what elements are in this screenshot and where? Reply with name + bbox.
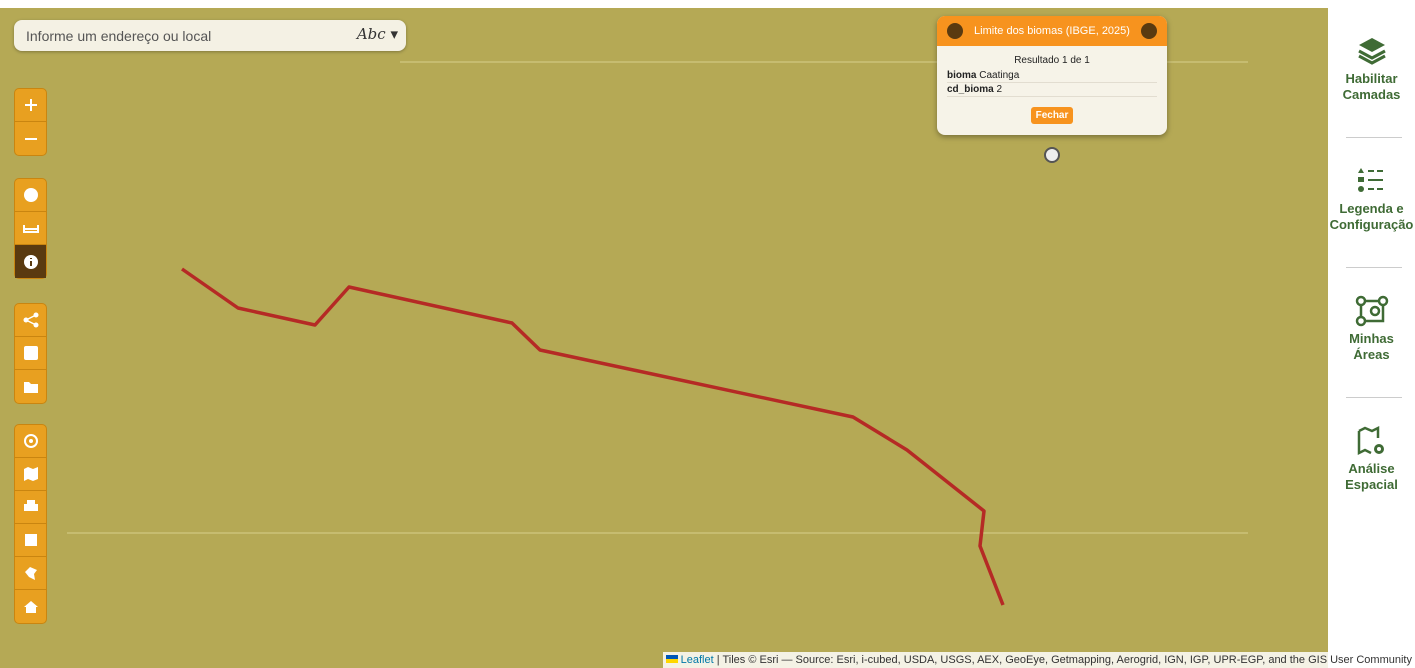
locate[interactable] bbox=[15, 425, 46, 458]
sidebar-label: Legenda e bbox=[1328, 201, 1415, 217]
print[interactable] bbox=[15, 491, 46, 524]
search-mode[interactable]: Abc ▾ bbox=[357, 25, 398, 43]
icon bbox=[23, 599, 39, 615]
marker[interactable] bbox=[1045, 148, 1059, 162]
sidebar-label: Áreas bbox=[1328, 347, 1415, 363]
field-value: 2 bbox=[996, 84, 1002, 95]
icon bbox=[23, 379, 39, 395]
sidebar-label: Espacial bbox=[1328, 477, 1415, 493]
basemap[interactable] bbox=[15, 179, 46, 212]
tool-group bbox=[14, 178, 47, 279]
popup-result: Resultado 1 de 1 bbox=[937, 55, 1167, 66]
page: Mapa {"search":{"placeholder":"Informe u… bbox=[0, 0, 1415, 668]
app: Informe um endereço ou local Abc ▾ Limite… bbox=[0, 0, 1415, 668]
help[interactable] bbox=[15, 524, 46, 557]
field-row: cd_bioma 2 bbox=[947, 83, 1157, 97]
sidebar-label: Análise bbox=[1328, 461, 1415, 477]
biome-boundary[interactable] bbox=[182, 269, 1003, 605]
icon bbox=[24, 132, 38, 146]
icon bbox=[23, 312, 39, 328]
search-placeholder: Informe um endereço ou local bbox=[26, 28, 211, 44]
sidebar-label: Habilitar bbox=[1328, 71, 1415, 87]
icon bbox=[1355, 295, 1389, 327]
icon bbox=[23, 433, 39, 449]
popup-title: Limite dos biomas (IBGE, 2025) bbox=[974, 25, 1130, 37]
icon bbox=[23, 466, 39, 482]
close-button[interactable]: Fechar bbox=[1031, 107, 1074, 124]
open[interactable] bbox=[15, 370, 46, 403]
separator bbox=[1346, 137, 1402, 138]
flag bbox=[666, 655, 678, 663]
leaflet-link[interactable]: Leaflet bbox=[681, 654, 714, 666]
identify[interactable] bbox=[15, 245, 46, 278]
field-row: bioma Caatinga bbox=[947, 69, 1157, 83]
search-box[interactable]: Informe um endereço ou local Abc ▾ bbox=[14, 20, 406, 51]
field-value: Caatinga bbox=[979, 70, 1019, 81]
sidebar-label: Camadas bbox=[1328, 87, 1415, 103]
save[interactable] bbox=[15, 337, 46, 370]
icon bbox=[1355, 425, 1389, 457]
separator bbox=[1346, 397, 1402, 398]
share[interactable] bbox=[15, 304, 46, 337]
popup-header: Limite dos biomas (IBGE, 2025) bbox=[937, 16, 1167, 46]
measure[interactable] bbox=[15, 212, 46, 245]
icon bbox=[23, 220, 39, 236]
separator bbox=[1346, 267, 1402, 268]
popup: Limite dos biomas (IBGE, 2025) Resultado… bbox=[937, 16, 1167, 135]
next[interactable] bbox=[1141, 23, 1157, 39]
icon bbox=[23, 565, 39, 581]
extra-group bbox=[14, 424, 47, 624]
icon bbox=[24, 98, 38, 112]
zoom-group bbox=[14, 88, 47, 156]
mode-label: Abc bbox=[357, 25, 386, 43]
icon bbox=[23, 254, 39, 270]
prev[interactable] bbox=[947, 23, 963, 39]
sidebar-label: Configuração bbox=[1328, 217, 1415, 233]
attribution: Leaflet | Tiles © Esri — Source: Esri, i… bbox=[663, 652, 1415, 668]
region[interactable] bbox=[15, 557, 46, 590]
maps[interactable] bbox=[15, 458, 46, 491]
zoom-out[interactable] bbox=[15, 122, 46, 155]
icon bbox=[23, 499, 39, 515]
icon bbox=[23, 345, 39, 361]
field-key: bioma bbox=[947, 70, 976, 81]
zoom-in[interactable] bbox=[15, 89, 46, 122]
field-key: cd_bioma bbox=[947, 84, 994, 95]
icon bbox=[1355, 165, 1389, 197]
icon bbox=[23, 187, 39, 203]
attribution-text: | Tiles © Esri — Source: Esri, i-cubed, … bbox=[714, 654, 1412, 666]
home[interactable] bbox=[15, 590, 46, 623]
icon bbox=[1355, 35, 1389, 67]
file-group bbox=[14, 303, 47, 404]
sidebar-label: Minhas bbox=[1328, 331, 1415, 347]
icon bbox=[23, 532, 39, 548]
